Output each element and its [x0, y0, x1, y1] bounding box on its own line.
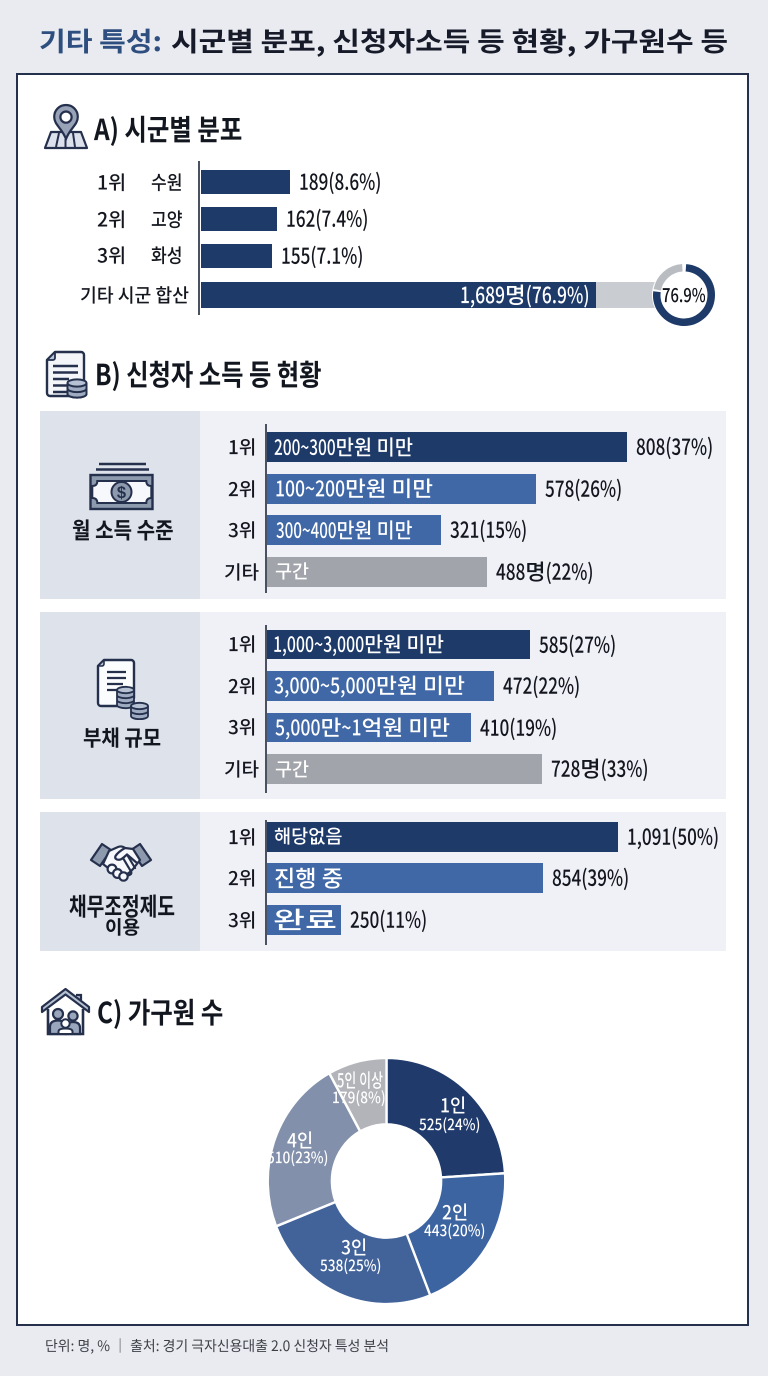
svg-text:$: $	[117, 484, 126, 502]
